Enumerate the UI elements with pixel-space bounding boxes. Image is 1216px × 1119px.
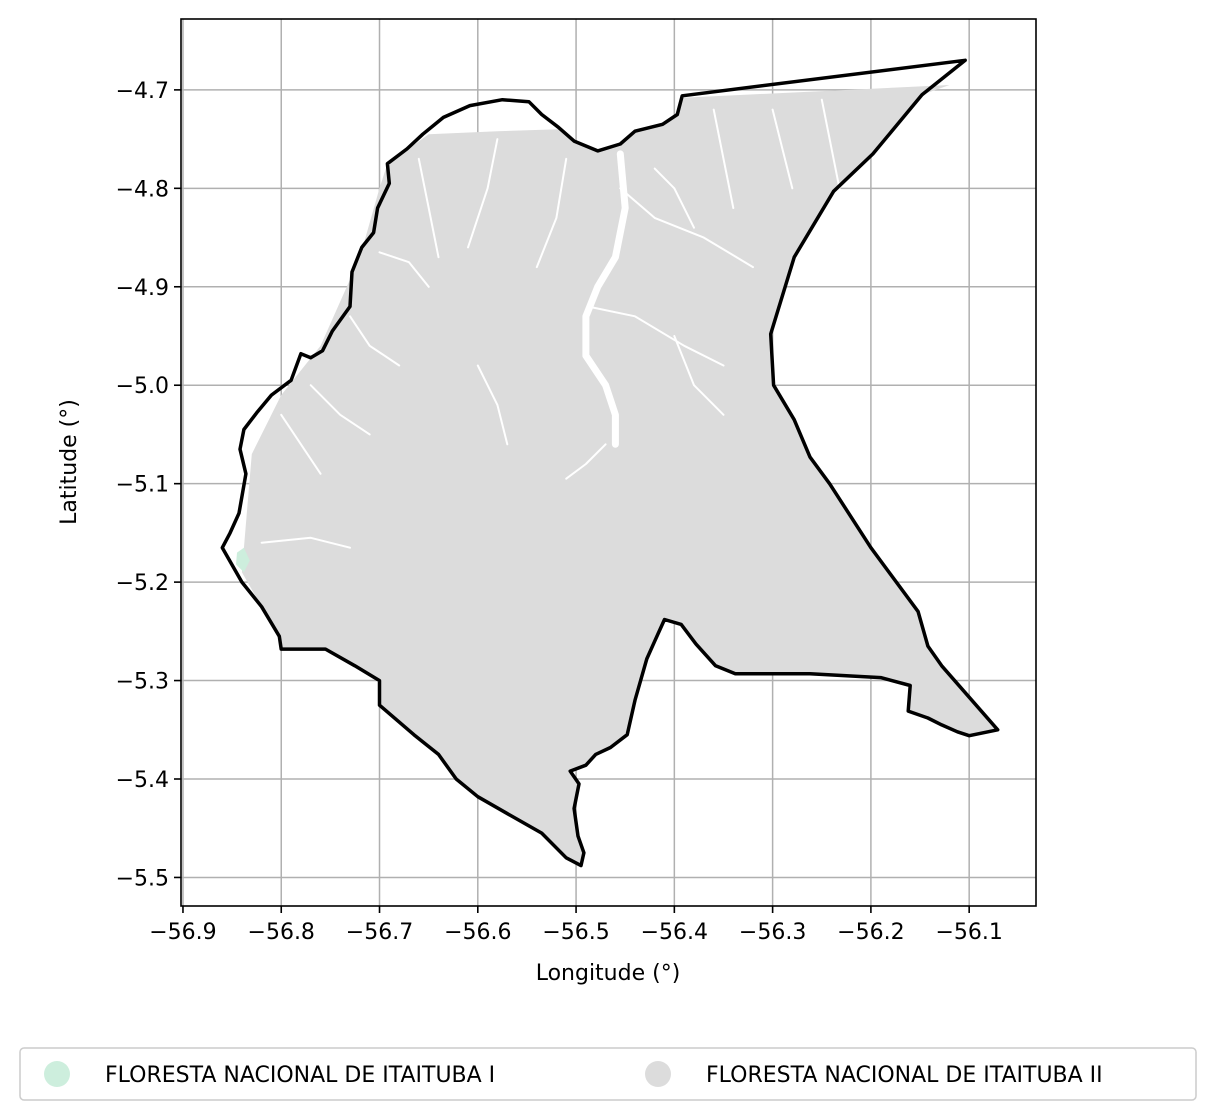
river-9 [378, 251, 430, 288]
river-12 [260, 536, 351, 549]
legend-swatch-itaituba-ii [645, 1061, 671, 1087]
protected-area-fill [236, 85, 998, 866]
river-7 [820, 98, 843, 200]
legend-swatch-itaituba-i [44, 1061, 70, 1087]
river-5 [417, 157, 440, 259]
municipality-boundary [220, 58, 1000, 868]
y-tick-label-2: −4.9 [116, 276, 169, 301]
river-network [260, 98, 843, 549]
x-tick-label-7: −56.2 [837, 920, 904, 945]
y-axis-ticks: −4.7 −4.8 −4.9 −5.0 −5.1 −5.2 −5.3 −5.4 −5.5 [116, 79, 181, 891]
y-tick-label-3: −5.0 [116, 374, 169, 399]
river-16 [673, 335, 725, 416]
itaituba-ii-fill [241, 85, 998, 866]
river-15 [476, 364, 509, 446]
x-tick-label-3: −56.6 [444, 920, 511, 945]
legend: FLORESTA NACIONAL DE ITAITUBA I FLORESTA… [19, 1047, 1197, 1101]
river-3 [535, 157, 568, 269]
river-1 [619, 187, 754, 269]
river-8 [712, 108, 735, 209]
x-tick-label-0: −56.9 [149, 920, 216, 945]
river-13 [349, 315, 401, 367]
x-axis-ticks: −56.9 −56.8 −56.7 −56.6 −56.5 −56.4 −56.3 −56.2… [149, 906, 1003, 945]
y-tick-label-4: −5.1 [116, 473, 169, 498]
y-tick-label-1: −4.8 [116, 177, 169, 202]
river-14 [565, 443, 607, 480]
y-tick-label-7: −5.4 [116, 768, 169, 793]
river-11 [280, 413, 322, 475]
plot-frame [180, 18, 1037, 907]
x-tick-label-1: −56.8 [248, 920, 315, 945]
river-0 [582, 150, 629, 448]
legend-box [19, 1047, 1197, 1101]
river-6 [771, 108, 794, 190]
legend-label-itaituba-i: FLORESTA NACIONAL DE ITAITUBA I [105, 1063, 495, 1088]
x-tick-label-8: −56.1 [935, 920, 1002, 945]
itaituba-i-fill [236, 547, 250, 573]
y-tick-label-6: −5.3 [116, 670, 169, 695]
y-axis-label: Latitude (°) [57, 399, 82, 525]
river-10 [309, 384, 371, 436]
x-tick-label-4: −56.5 [542, 920, 609, 945]
y-tick-label-5: −5.2 [116, 571, 169, 596]
x-tick-label-2: −56.7 [346, 920, 413, 945]
river-4 [467, 138, 499, 249]
y-tick-label-8: −5.5 [116, 866, 169, 891]
x-tick-label-5: −56.4 [641, 920, 708, 945]
x-axis-label: Longitude (°) [536, 961, 681, 986]
river-17 [653, 167, 695, 229]
river-2 [586, 305, 725, 367]
y-tick-label-0: −4.7 [116, 79, 169, 104]
x-tick-label-6: −56.3 [739, 920, 806, 945]
legend-label-itaituba-ii: FLORESTA NACIONAL DE ITAITUBA II [706, 1063, 1103, 1088]
